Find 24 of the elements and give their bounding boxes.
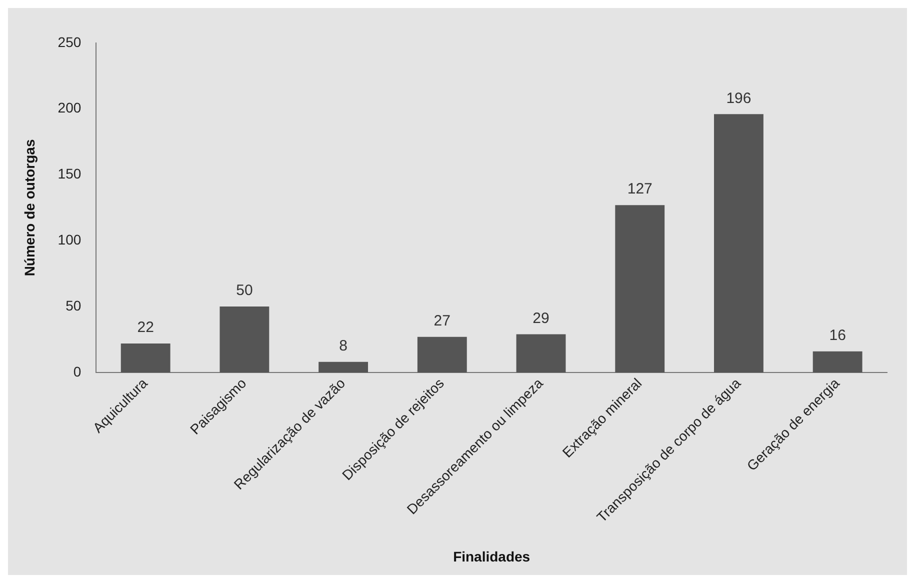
bar	[417, 336, 467, 372]
data-label: 16	[829, 327, 846, 344]
y-tick-label: 0	[73, 363, 82, 380]
y-tick-label: 200	[58, 100, 82, 116]
data-label: 27	[434, 312, 450, 330]
data-label: 127	[627, 180, 652, 198]
bar	[318, 362, 368, 372]
data-label: 8	[339, 338, 348, 355]
x-axis-title: Finalidades	[453, 548, 530, 564]
bar	[812, 351, 862, 372]
bar	[220, 306, 270, 372]
bar	[120, 343, 170, 372]
y-tick-label: 50	[66, 297, 82, 314]
y-axis-title: Número de outorgas	[21, 139, 38, 276]
data-label: 22	[137, 319, 154, 336]
bar	[615, 205, 665, 372]
y-tick-label: 250	[58, 34, 82, 50]
y-tick-label: 100	[58, 232, 82, 248]
bar	[516, 334, 566, 372]
y-tick-label: 150	[58, 166, 82, 182]
data-label: 196	[726, 90, 752, 107]
data-label: 50	[236, 282, 253, 300]
data-label: 29	[532, 310, 550, 327]
bar	[714, 114, 764, 372]
